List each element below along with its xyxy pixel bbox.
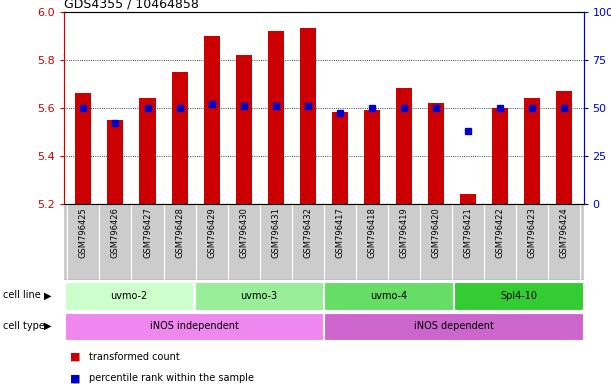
Text: transformed count: transformed count: [89, 352, 180, 362]
Text: GSM796427: GSM796427: [143, 207, 152, 258]
Text: uvmo-2: uvmo-2: [111, 291, 148, 301]
Bar: [324, 282, 453, 310]
Bar: [556, 91, 573, 204]
Text: GSM796418: GSM796418: [367, 207, 376, 258]
Text: iNOS independent: iNOS independent: [150, 321, 238, 331]
Bar: [65, 282, 193, 310]
Bar: [195, 282, 323, 310]
Bar: [172, 71, 188, 204]
Bar: [332, 112, 348, 204]
Bar: [455, 282, 583, 310]
Text: uvmo-4: uvmo-4: [370, 291, 408, 301]
Bar: [75, 93, 92, 204]
Bar: [492, 108, 508, 204]
Text: GSM796432: GSM796432: [303, 207, 312, 258]
Bar: [324, 313, 583, 340]
Text: GSM796429: GSM796429: [207, 207, 216, 258]
Text: GSM796422: GSM796422: [496, 207, 505, 258]
Bar: [364, 110, 380, 204]
Text: GSM796420: GSM796420: [431, 207, 441, 258]
Text: ▶: ▶: [44, 321, 51, 331]
Text: cell line: cell line: [3, 290, 41, 300]
Bar: [524, 98, 540, 204]
Text: percentile rank within the sample: percentile rank within the sample: [89, 373, 254, 383]
Text: GSM796421: GSM796421: [464, 207, 472, 258]
Text: GSM796426: GSM796426: [111, 207, 120, 258]
Text: GSM796424: GSM796424: [560, 207, 569, 258]
Bar: [108, 119, 123, 204]
Text: uvmo-3: uvmo-3: [240, 291, 277, 301]
Text: GSM796425: GSM796425: [79, 207, 88, 258]
Bar: [236, 55, 252, 204]
Text: GSM796431: GSM796431: [271, 207, 280, 258]
Bar: [65, 313, 323, 340]
Bar: [268, 31, 284, 204]
Bar: [203, 35, 219, 204]
Text: GSM796430: GSM796430: [239, 207, 248, 258]
Text: Spl4-10: Spl4-10: [500, 291, 537, 301]
Text: ■: ■: [70, 352, 81, 362]
Bar: [460, 194, 476, 204]
Text: GSM796417: GSM796417: [335, 207, 345, 258]
Text: GDS4355 / 10464858: GDS4355 / 10464858: [64, 0, 199, 10]
Bar: [396, 88, 412, 204]
Text: ▶: ▶: [44, 290, 51, 300]
Text: ■: ■: [70, 373, 81, 383]
Bar: [139, 98, 156, 204]
Text: GSM796423: GSM796423: [528, 207, 536, 258]
Bar: [300, 28, 316, 204]
Text: GSM796428: GSM796428: [175, 207, 184, 258]
Text: GSM796419: GSM796419: [400, 207, 409, 258]
Bar: [428, 103, 444, 204]
Text: iNOS dependent: iNOS dependent: [414, 321, 494, 331]
Text: cell type: cell type: [3, 321, 45, 331]
